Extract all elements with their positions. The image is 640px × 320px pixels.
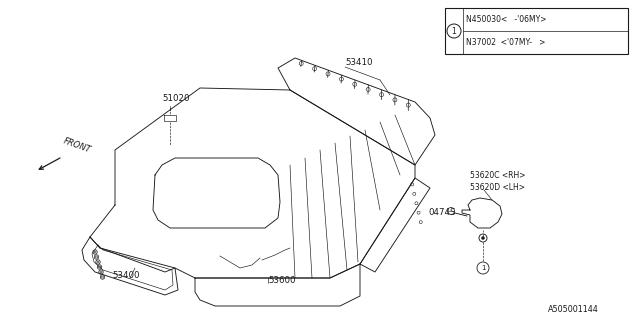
Text: 53620D <LH>: 53620D <LH>: [470, 183, 525, 192]
Text: A505001144: A505001144: [548, 305, 599, 314]
Text: 53410: 53410: [345, 58, 372, 67]
Text: N37002  <'07MY-   >: N37002 <'07MY- >: [466, 38, 545, 47]
Text: N450030<   -'06MY>: N450030< -'06MY>: [466, 15, 547, 24]
Circle shape: [481, 236, 484, 239]
Text: 53400: 53400: [112, 271, 140, 280]
Text: 1: 1: [481, 265, 485, 271]
Bar: [445, 8, 628, 54]
Text: 53600: 53600: [268, 276, 296, 285]
Text: 53620C <RH>: 53620C <RH>: [470, 171, 525, 180]
Text: FRONT: FRONT: [62, 137, 92, 155]
Text: 1: 1: [452, 27, 456, 36]
Text: 0474S: 0474S: [428, 208, 456, 217]
Text: 51020: 51020: [162, 94, 189, 103]
